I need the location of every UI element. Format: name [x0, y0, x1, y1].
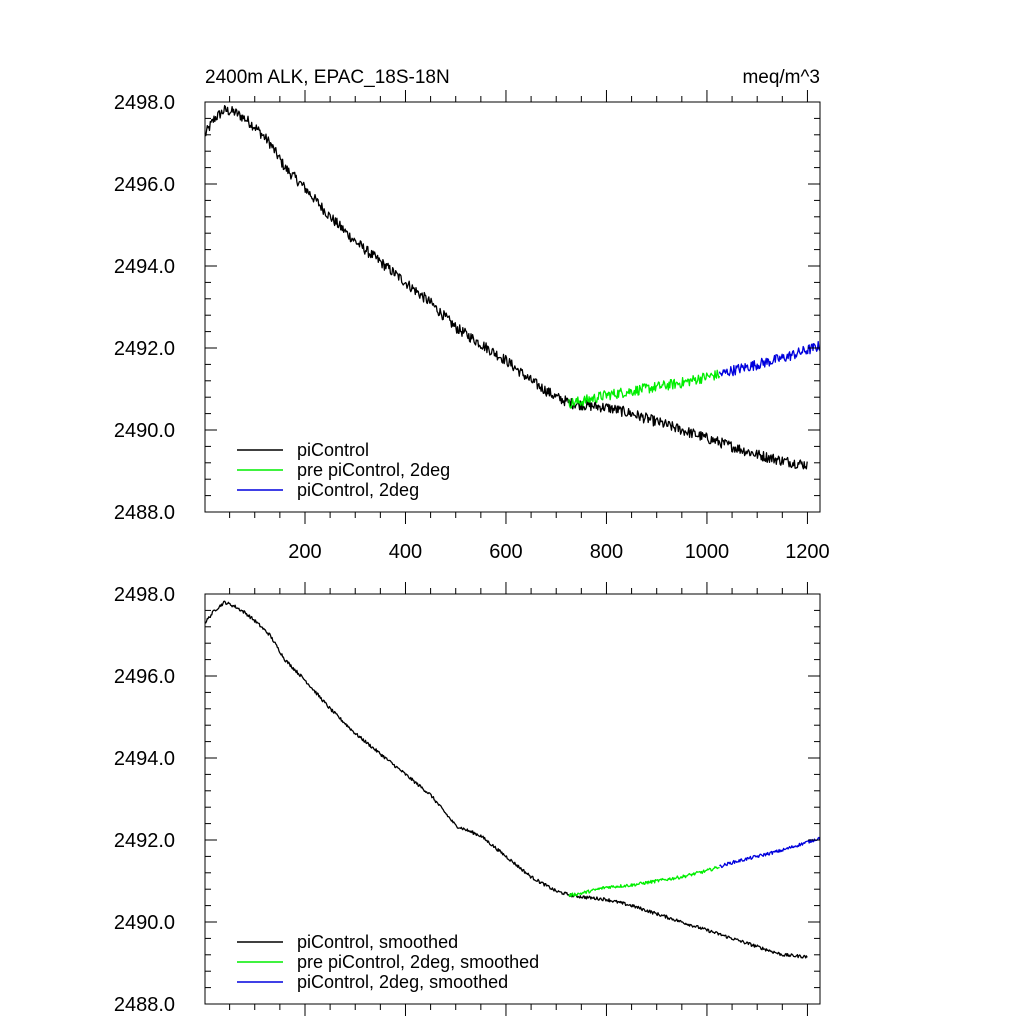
bottom-series-1-line [204, 600, 808, 959]
top-y-tick-label: 2496.0 [114, 174, 175, 196]
top-x-tick-label: 400 [389, 541, 422, 563]
top-x-tick-label: 1000 [685, 541, 730, 563]
bottom-legend-label-1: piControl, smoothed [297, 932, 458, 952]
bottom-series-2-line [568, 865, 720, 897]
bottom-panel: 2488.0 2490.0 2492.0 2494.0 2496.0 2498.0 piCo… [114, 582, 821, 1016]
top-x-tick-label: 200 [288, 541, 321, 563]
top-y-tick-label: 2488.0 [114, 502, 175, 524]
bottom-legend-label-3: piControl, 2deg, smoothed [297, 972, 508, 992]
top-plot-frame [204, 101, 821, 513]
bottom-series-3-line [719, 836, 821, 869]
top-y-tick-label: 2498.0 [114, 92, 175, 114]
bottom-plot-frame [204, 593, 821, 1005]
top-x-tick-label: 600 [489, 541, 522, 563]
top-legend-label-2: pre piControl, 2deg [297, 460, 450, 480]
plot-title: 2400m ALK, EPAC_18S-18N [205, 67, 450, 88]
bottom-y-tick-label: 2490.0 [114, 912, 175, 934]
top-y-tick-label: 2494.0 [114, 256, 175, 278]
top-x-tick-label: 800 [590, 541, 623, 563]
units-label: meq/m^3 [742, 67, 820, 88]
top-series-1-line [204, 105, 808, 470]
top-legend-label-3: piControl, 2deg [297, 480, 419, 500]
top-panel: 2488.0 2490.0 2492.0 2494.0 2496.0 2498.0 200 4… [114, 90, 830, 563]
top-legend-label-1: piControl [297, 440, 369, 460]
bottom-y-tick-label: 2498.0 [114, 584, 175, 606]
top-x-tick-label: 1200 [785, 541, 830, 563]
top-series-3-line [718, 340, 821, 377]
top-series-2-line [568, 369, 721, 409]
top-y-tick-label: 2490.0 [114, 420, 175, 442]
bottom-legend-label-2: pre piControl, 2deg, smoothed [297, 952, 539, 972]
bottom-y-tick-label: 2488.0 [114, 994, 175, 1016]
bottom-y-tick-label: 2494.0 [114, 748, 175, 770]
bottom-y-tick-label: 2496.0 [114, 666, 175, 688]
bottom-y-tick-label: 2492.0 [114, 830, 175, 852]
top-y-tick-label: 2492.0 [114, 338, 175, 360]
